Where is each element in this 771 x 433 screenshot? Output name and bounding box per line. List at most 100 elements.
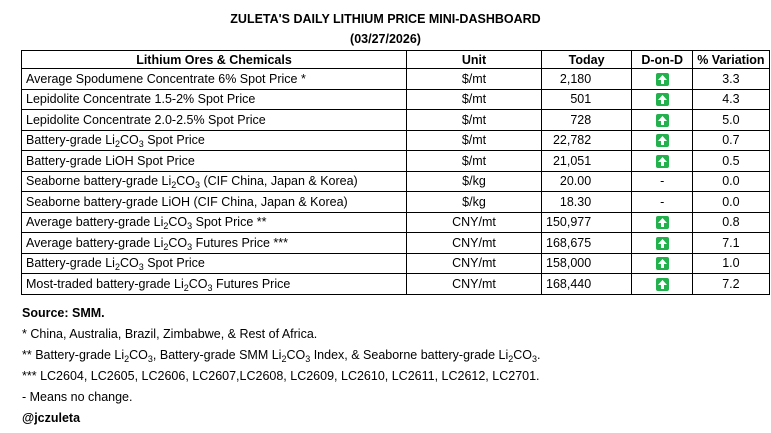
subscript: 3 [138, 139, 144, 150]
footnote-3: *** LC2604, LC2605, LC2606, LC2607,LC260… [22, 369, 540, 383]
row-don [631, 88, 694, 110]
table-row: Average Spodumene Concentrate 6% Spot Pr… [21, 68, 770, 90]
table-row: Average battery-grade Li2CO3 Spot Price … [21, 211, 770, 233]
row-today: 728 [540, 109, 633, 131]
row-don [631, 252, 694, 274]
table-row: Battery-grade Li2CO3 Spot Price CNY/mt 158… [21, 252, 770, 274]
row-don [631, 68, 694, 90]
row-unit: $/mt [406, 88, 542, 110]
up-arrow-icon [655, 257, 669, 271]
subscript: 3 [147, 354, 153, 364]
row-pct: 7.1 [692, 232, 770, 254]
row-unit: CNY/mt [406, 273, 542, 295]
subscript: 2 [183, 282, 189, 293]
table-row: Lepidolite Concentrate 2.0-2.5% Spot Pri… [21, 109, 770, 131]
up-arrow-icon [655, 236, 669, 250]
header-name: Lithium Ores & Chemicals [21, 50, 407, 69]
up-arrow-icon [655, 72, 669, 86]
row-unit: $/mt [406, 129, 542, 151]
table-row: Battery-grade Li2CO3 Spot Price $/mt 22,78… [21, 129, 770, 151]
no-change-dash: - [660, 174, 665, 189]
up-arrow-icon [655, 93, 669, 107]
row-don [631, 109, 694, 131]
row-today: 21,051 [540, 150, 633, 172]
row-pct: 7.2 [692, 273, 770, 295]
row-name: Battery-grade Li2CO3 Spot Price [21, 129, 407, 151]
table-row: Seaborne battery-grade LiOH (CIF China, … [21, 191, 770, 213]
source-note: Source: SMM. [22, 306, 105, 320]
footnote-2: ** Battery-grade Li2CO3, Battery-grade S… [22, 348, 541, 364]
row-name: Average Spodumene Concentrate 6% Spot Pr… [21, 68, 407, 90]
row-today: 18.30 [540, 191, 633, 213]
row-name: Battery-grade Li2CO3 Spot Price [21, 252, 407, 274]
row-pct: 1.0 [692, 252, 770, 274]
dashboard-date: (03/27/2026) [350, 32, 421, 46]
footnote-4: - Means no change. [22, 390, 133, 404]
subscript: 3 [138, 262, 144, 273]
table-row: Most-traded battery-grade Li2CO3 Futures… [21, 273, 770, 295]
row-don: - [631, 191, 694, 213]
subscript: 2 [508, 354, 514, 364]
table-row: Lepidolite Concentrate 1.5-2% Spot Price… [21, 88, 770, 110]
row-name: Battery-grade LiOH Spot Price [21, 150, 407, 172]
row-pct: 0.8 [692, 211, 770, 233]
row-name: Average battery-grade Li2CO3 Futures Pri… [21, 232, 407, 254]
row-don: - [631, 170, 694, 192]
row-name: Lepidolite Concentrate 2.0-2.5% Spot Pri… [21, 109, 407, 131]
row-today: 158,000 [540, 252, 633, 274]
subscript: 2 [124, 354, 130, 364]
subscript: 2 [163, 241, 169, 252]
row-unit: $/kg [406, 170, 542, 192]
row-pct: 4.3 [692, 88, 770, 110]
price-table: Lithium Ores & Chemicals Unit Today D-on… [21, 50, 770, 295]
table-row: Seaborne battery-grade Li2CO3 (CIF China… [21, 170, 770, 192]
row-unit: CNY/mt [406, 211, 542, 233]
up-arrow-icon [655, 277, 669, 291]
header-don: D-on-D [631, 50, 694, 69]
row-pct: 0.0 [692, 191, 770, 213]
notes: Source: SMM. * China, Australia, Brazil,… [22, 305, 541, 431]
row-pct: 0.7 [692, 129, 770, 151]
subscript: 3 [187, 241, 193, 252]
author-handle: @jczuleta [22, 411, 81, 425]
row-pct: 5.0 [692, 109, 770, 131]
row-today: 501 [540, 88, 633, 110]
up-arrow-icon [655, 113, 669, 127]
row-pct: 3.3 [692, 68, 770, 90]
subscript: 3 [305, 354, 311, 364]
subscript: 3 [532, 354, 538, 364]
row-don [631, 273, 694, 295]
subscript: 2 [281, 354, 287, 364]
row-unit: $/mt [406, 68, 542, 90]
subscript: 3 [187, 221, 193, 232]
row-don [631, 150, 694, 172]
subscript: 2 [114, 139, 120, 150]
row-pct: 0.5 [692, 150, 770, 172]
row-today: 2,180 [540, 68, 633, 90]
dashboard-title: ZULETA'S DAILY LITHIUM PRICE MINI-DASHBO… [230, 12, 541, 26]
up-arrow-icon [655, 216, 669, 230]
no-change-dash: - [660, 194, 665, 209]
row-name: Seaborne battery-grade LiOH (CIF China, … [21, 191, 407, 213]
row-name: Average battery-grade Li2CO3 Spot Price … [21, 211, 407, 233]
row-don [631, 211, 694, 233]
row-today: 20.00 [540, 170, 633, 192]
table-row: Average battery-grade Li2CO3 Futures Pri… [21, 232, 770, 254]
table-header-row: Lithium Ores & Chemicals Unit Today D-on… [21, 50, 770, 69]
subscript: 2 [114, 262, 120, 273]
table-row: Battery-grade LiOH Spot Price $/mt 21,051 0… [21, 150, 770, 172]
footnote-1: * China, Australia, Brazil, Zimbabwe, & … [22, 327, 318, 341]
row-name: Lepidolite Concentrate 1.5-2% Spot Price [21, 88, 407, 110]
up-arrow-icon [655, 154, 669, 168]
row-today: 168,440 [540, 273, 633, 295]
row-name: Seaborne battery-grade Li2CO3 (CIF China… [21, 170, 407, 192]
row-don [631, 232, 694, 254]
row-pct: 0.0 [692, 170, 770, 192]
row-unit: $/kg [406, 191, 542, 213]
subscript: 2 [163, 221, 169, 232]
row-today: 150,977 [540, 211, 633, 233]
header-unit: Unit [406, 50, 542, 69]
up-arrow-icon [655, 134, 669, 148]
table-body: Average Spodumene Concentrate 6% Spot Pr… [21, 68, 770, 295]
subscript: 3 [195, 180, 201, 191]
